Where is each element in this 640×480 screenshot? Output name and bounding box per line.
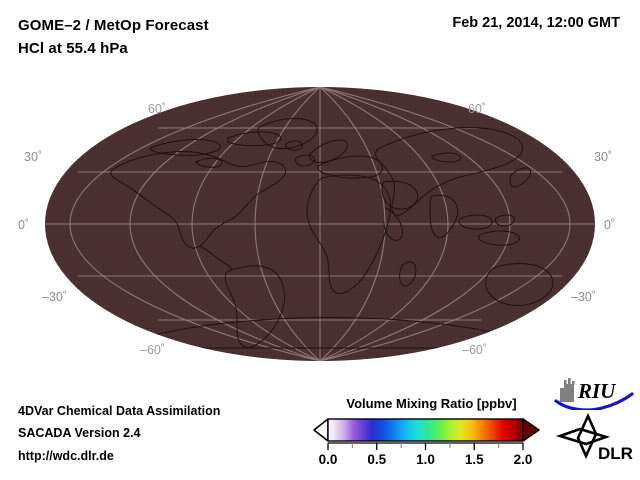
colorbar-tick-label-0: 0.0 [319,452,338,467]
lat-label-left-m30: –30˚ [42,290,68,304]
lat-label-left-0: 0˚ [18,218,30,232]
dlr-pinwheel-icon [556,412,611,460]
colorbar-tick-label-4: 2.0 [514,452,533,467]
footer-line-version: SACADA Version 2.4 [18,426,141,441]
lat-label-right-m30: –30˚ [571,290,597,304]
lat-label-left-60: 60˚ [148,102,167,116]
footer-line-method: 4DVar Chemical Data Assimilation [18,404,221,418]
colorbar-ticks [327,442,524,450]
colorbar-minor-ticks [351,443,500,448]
riu-wave-icon [554,392,634,410]
page-title: GOME–2 / MetOp Forecast [18,17,209,34]
lat-label-right-60: 60˚ [468,102,487,116]
footer-line-url[interactable]: http://wdc.dlr.de [18,448,114,463]
footer-text-block: 4DVar Chemical Data Assimilation SACADA … [18,400,220,467]
lat-label-right-30: 30˚ [594,150,613,164]
lat-label-right-0: 0˚ [604,218,616,232]
datestamp: Feb 21, 2014, 12:00 GMT [452,15,620,31]
lat-label-left-m60: –60˚ [140,343,166,357]
lat-label-right-m60: –60˚ [462,343,488,357]
dlr-logo-text: DLR [598,444,633,463]
mollweide-projection-svg [45,87,595,361]
title-block: GOME–2 / MetOp Forecast HCl at 55.4 hPa [18,14,209,61]
colorbar-scale-svg: 0.0 0.5 1.0 1.5 2.0 [313,418,540,467]
riu-logo-text: RIU [577,379,617,403]
colorbar-tick-label-2: 1.0 [416,452,435,467]
riu-logo: RIU [554,378,634,410]
world-map: 60˚ 30˚ 0˚ –30˚ –60˚ 60˚ 30˚ 0˚ –30˚ –60… [0,78,640,388]
coastlines [110,118,573,349]
colorbar-tick-label-3: 1.5 [465,452,484,467]
colorbar-title: Volume Mixing Ratio [ppbv] [346,396,517,411]
page-subtitle: HCl at 55.4 hPa [18,40,128,58]
colorbar-left-cap [313,418,329,442]
colorbar-right-cap [522,418,540,442]
colorbar: Volume Mixing Ratio [ppbv] [310,396,545,469]
colorbar-gradient [327,418,524,442]
lat-label-left-30: 30˚ [24,150,43,164]
dlr-logo: DLR [556,412,633,463]
riu-tower-icon [560,378,575,402]
colorbar-tick-label-1: 0.5 [367,452,386,467]
